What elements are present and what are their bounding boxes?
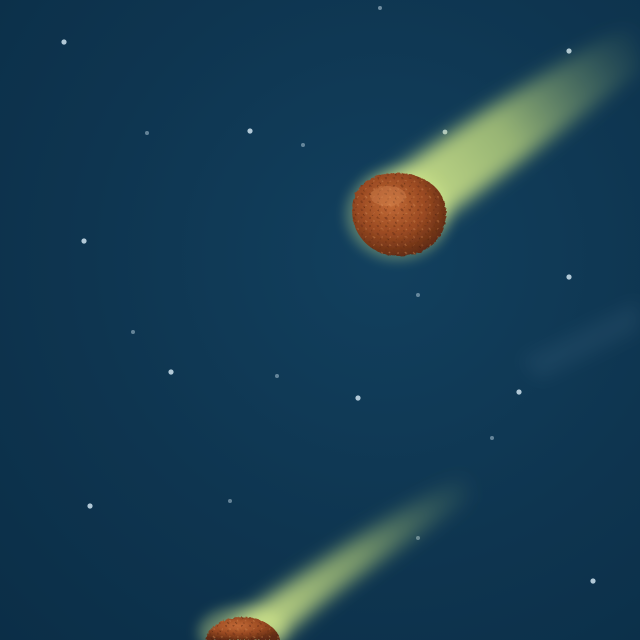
- faint-trails: [520, 300, 640, 380]
- star: [566, 274, 572, 280]
- meatball: [352, 172, 446, 256]
- star: [61, 39, 67, 45]
- star: [87, 503, 93, 509]
- star: [416, 293, 420, 297]
- star: [168, 369, 174, 375]
- star: [378, 6, 382, 10]
- star: [490, 436, 494, 440]
- star: [81, 238, 87, 244]
- stars: [61, 6, 596, 584]
- comet-tail: [210, 470, 470, 640]
- star: [247, 128, 253, 134]
- comet-tail: [372, 20, 640, 235]
- star: [355, 395, 361, 401]
- star: [442, 129, 448, 135]
- meatball-comet-upper: [346, 20, 640, 260]
- meatball: [206, 617, 280, 640]
- star: [301, 143, 305, 147]
- meatball-comet-lower: [198, 470, 470, 640]
- star: [416, 536, 420, 540]
- star: [131, 330, 135, 334]
- star: [590, 578, 596, 584]
- star: [566, 48, 572, 54]
- star: [228, 499, 232, 503]
- star: [516, 389, 522, 395]
- star: [275, 374, 279, 378]
- star: [145, 131, 149, 135]
